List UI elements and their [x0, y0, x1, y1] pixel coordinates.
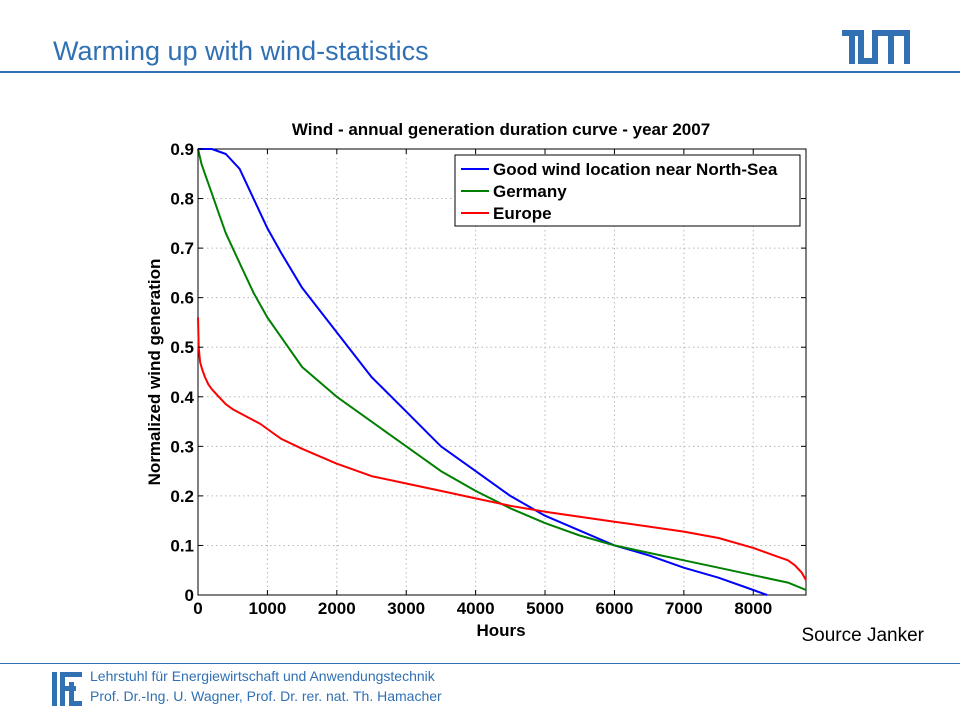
footer-professors: Prof. Dr.-Ing. U. Wagner, Prof. Dr. rer.…: [90, 688, 442, 704]
x-tick-label: 4000: [457, 599, 495, 618]
legend-label: Germany: [493, 182, 567, 201]
series-lines: [197, 148, 807, 596]
x-tick-label: 5000: [526, 599, 564, 618]
y-tick-label: 0.2: [170, 487, 194, 506]
header-divider: [0, 71, 960, 73]
y-axis-label: Normalized wind generation: [145, 259, 164, 486]
legend-label: Europe: [493, 204, 552, 223]
x-tick-label: 2000: [318, 599, 356, 618]
ife-logo-icon: [52, 672, 82, 706]
x-axis-label: Hours: [476, 621, 525, 640]
footer-chair-name: Lehrstuhl für Energiewirtschaft und Anwe…: [90, 668, 435, 684]
chart-legend: Good wind location near North-Sea Germany…: [454, 154, 801, 227]
series-line-0: [198, 148, 768, 596]
x-tick-label: 7000: [665, 599, 703, 618]
x-tick-label: 8000: [734, 599, 772, 618]
series-line-2: [197, 317, 807, 581]
x-tick-label: 1000: [248, 599, 286, 618]
footer-divider: [0, 663, 960, 664]
y-tick-label: 0.1: [170, 536, 194, 555]
y-tick-label: 0: [185, 586, 194, 605]
x-tick-label: 6000: [596, 599, 634, 618]
plot-frame: [197, 148, 807, 596]
series-line-1: [197, 148, 807, 591]
x-tick-label: 0: [193, 599, 202, 618]
legend-label: Good wind location near North-Sea: [493, 160, 778, 179]
slide-title: Warming up with wind-statistics: [53, 36, 429, 66]
y-tick-label: 0.6: [170, 289, 194, 308]
tum-logo-icon: [842, 30, 910, 64]
y-tick-label: 0.9: [170, 140, 194, 159]
legend-box: [454, 154, 801, 227]
y-tick-label: 0.4: [170, 388, 194, 407]
y-tick-label: 0.5: [170, 338, 194, 357]
y-tick-label: 0.7: [170, 239, 194, 258]
y-tick-label: 0.3: [170, 437, 194, 456]
chart-title: Wind - annual generation duration curve …: [292, 120, 710, 139]
y-tick-label: 0.8: [170, 190, 194, 209]
x-tick-label: 3000: [387, 599, 425, 618]
axis-ticks: 0 1000 2000 3000 4000 5000 6000 7000 8000 0 0.1 0.2…: [170, 140, 806, 618]
source-note: Source Janker: [801, 625, 924, 646]
